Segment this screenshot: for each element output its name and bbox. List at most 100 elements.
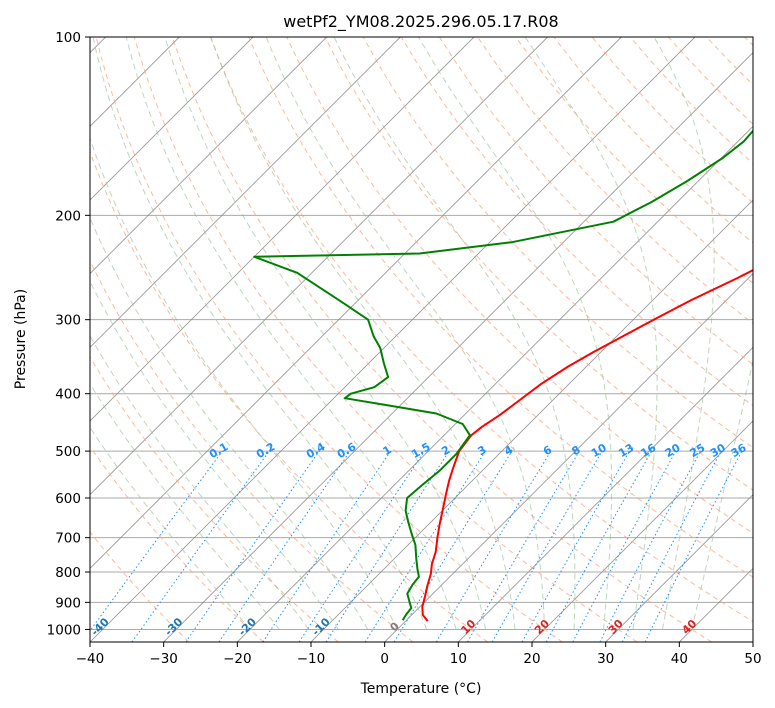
mixing-ratio-label: 13 (616, 441, 636, 460)
dry-adiabat-line (90, 259, 414, 642)
dry-adiabat-line (210, 37, 753, 623)
mixing-ratio-line (545, 450, 653, 642)
mixing-ratio-line (90, 450, 223, 632)
mixing-ratio-line (599, 450, 701, 642)
mixing-ratio-line (644, 450, 743, 642)
isotherm-line (237, 125, 753, 642)
moist-adiabat-line (92, 37, 428, 630)
mixing-ratio-label: 30 (708, 441, 728, 460)
moist-adiabat-line (418, 37, 613, 630)
dry-adiabat-line (744, 37, 753, 47)
dry-adiabat-line (248, 37, 753, 578)
dry-adiabat-label: 20 (532, 617, 552, 637)
mixing-ratio-line (521, 450, 630, 642)
temperature-profile-line (421, 268, 753, 622)
isotherm-line (90, 37, 401, 348)
y-tick-label: 200 (55, 208, 81, 224)
mixing-ratio-label: 36 (729, 441, 749, 460)
moist-adiabat-line (164, 37, 487, 630)
x-tick-label: 40 (671, 651, 688, 667)
mixing-ratio-label: 16 (638, 441, 658, 460)
dry-adiabat-line (668, 37, 753, 125)
x-tick-label: 20 (523, 651, 540, 667)
mixing-ratio-line (218, 450, 351, 642)
mixing-ratio-label: 6 (541, 443, 554, 458)
dry-adiabat-line (400, 37, 753, 407)
isotherm-line (90, 37, 475, 422)
mixing-ratio-label: 0.4 (304, 440, 328, 461)
y-tick-label: 400 (55, 387, 81, 403)
mixing-ratio-line (393, 450, 513, 642)
y-axis-label: Pressure (hPa) (13, 289, 29, 389)
isotherm-line (605, 494, 753, 642)
mixing-ratio-label: 0.1 (207, 440, 230, 461)
mixing-ratio-label: 4 (502, 443, 515, 458)
mixing-ratio-label: 10 (589, 441, 609, 460)
dry-adiabat-line (286, 37, 753, 534)
mixing-ratio-line (435, 450, 552, 642)
mixing-ratio-label: 0.6 (335, 440, 359, 461)
dry-adiabat-line (477, 37, 753, 325)
isotherm-line (90, 37, 622, 569)
x-tick-label: 50 (744, 651, 761, 667)
isotherm-line (90, 37, 548, 496)
isotherm-line (752, 641, 753, 642)
y-tick-label: 700 (55, 531, 81, 547)
mixing-ratio-line (325, 450, 450, 642)
dry-adiabat-line (553, 37, 753, 244)
moist-adiabat-line (90, 426, 251, 630)
x-tick-label: 0 (380, 651, 389, 667)
mixing-ratio-line (364, 450, 486, 642)
isotherm-line (90, 37, 696, 642)
moist-adiabat-line (90, 136, 398, 630)
moist-adiabat-line (90, 382, 280, 630)
dry-adiabat-line (706, 37, 753, 86)
mixing-ratio-line (131, 450, 270, 642)
isotherm-line (90, 37, 254, 201)
moist-adiabat-line (90, 216, 369, 630)
moist-adiabat-line (333, 37, 576, 630)
dry-adiabat-line (133, 37, 638, 642)
isotherm-line (90, 37, 327, 275)
dry-adiabat-label: 10 (458, 617, 478, 637)
moist-adiabat-line (265, 37, 546, 630)
dry-adiabat-line (90, 445, 264, 642)
dry-adiabat-line (171, 37, 712, 642)
moist-adiabat-line (210, 37, 516, 630)
moist-adiabat-line (125, 37, 457, 630)
mixing-ratio-label: 20 (663, 441, 683, 460)
y-tick-label: 900 (55, 595, 81, 611)
x-tick-label: −40 (76, 651, 105, 667)
mixing-ratio-label: 25 (687, 441, 707, 460)
dry-adiabat-label: -40 (89, 615, 112, 638)
dry-adiabat-line (95, 37, 563, 642)
dry-adiabat-line (90, 356, 339, 642)
y-tick-label: 300 (55, 313, 81, 329)
x-tick-label: −10 (297, 651, 326, 667)
moist-adiabat-line (524, 37, 658, 630)
dry-adiabat-line (90, 531, 190, 642)
moist-adiabat-line (90, 280, 339, 630)
x-axis-label: Temperature (°C) (360, 681, 482, 697)
dry-adiabat-line (90, 150, 488, 642)
isotherm-line (458, 346, 753, 642)
mixing-ratio-label: 1.5 (409, 440, 432, 461)
mixing-ratio-line (298, 450, 425, 642)
moist-adiabat-line (691, 358, 753, 630)
moist-adiabat-line (90, 334, 310, 630)
x-tick-label: 30 (597, 651, 614, 667)
isotherm-line (310, 199, 753, 642)
isotherm-line (531, 420, 753, 642)
isotherm-line (384, 273, 753, 642)
y-tick-label: 600 (55, 491, 81, 507)
dewpoint-profile-line (253, 129, 753, 621)
y-tick-label: 1000 (47, 622, 81, 638)
x-tick-label: −30 (149, 651, 178, 667)
moist-adiabat-line (653, 37, 715, 630)
y-tick-label: 100 (55, 30, 81, 46)
isotherm-line (163, 52, 753, 642)
x-tick-label: −20 (223, 651, 252, 667)
mixing-ratio-line (572, 450, 677, 642)
dry-adiabat-line (515, 37, 753, 284)
